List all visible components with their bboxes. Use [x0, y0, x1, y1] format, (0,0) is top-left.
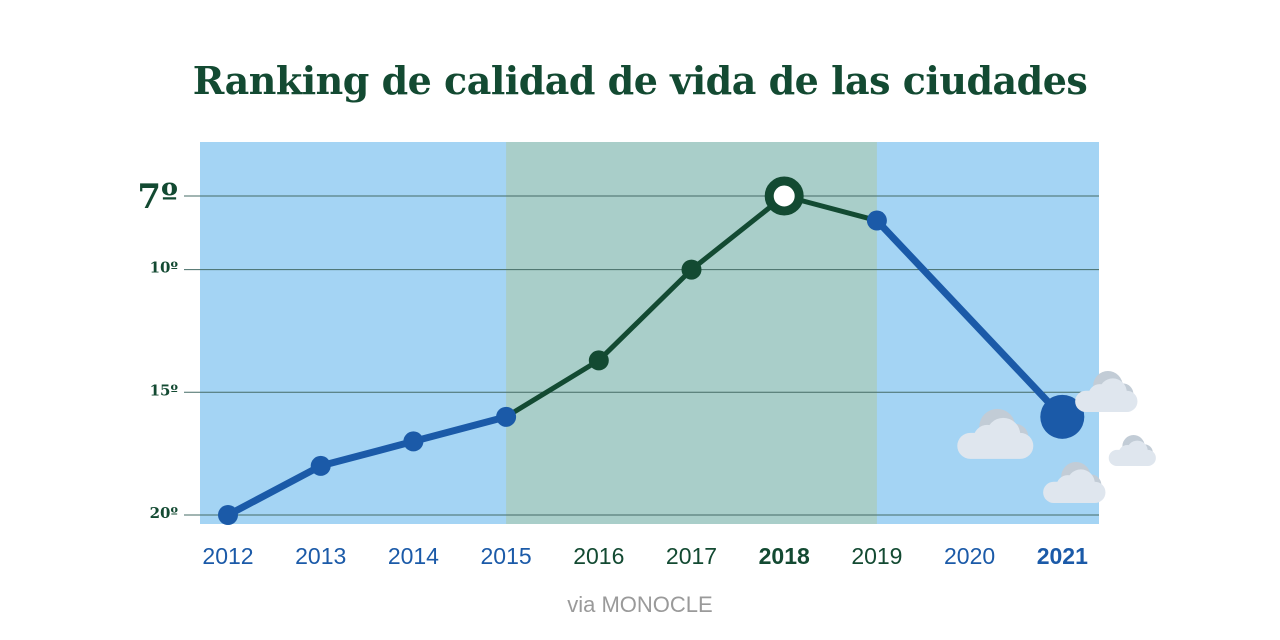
y-tick-label: 10º [150, 259, 179, 277]
data-point-large [1040, 394, 1085, 439]
series-line-segment [224, 462, 325, 519]
cloud-icon [1075, 371, 1138, 413]
data-points [218, 176, 1085, 525]
gridlines [184, 195, 1099, 516]
data-point [866, 210, 887, 231]
x-tick-label: 2013 [295, 543, 346, 569]
y-axis-labels: 7º 10º 15º 20º [137, 177, 178, 522]
series-line-segment [689, 193, 787, 273]
chart-title: Ranking de calidad de vida de las ciudad… [192, 58, 1088, 103]
x-tick-label: 2016 [573, 543, 624, 569]
cloud-icon [1043, 462, 1106, 504]
data-point [588, 350, 609, 371]
x-tick-label: 2020 [944, 543, 995, 569]
cloud-icon [1108, 435, 1156, 467]
x-tick-label: 2014 [388, 543, 439, 569]
series-line-segment [317, 437, 417, 470]
y-tick-label: 20º [150, 504, 179, 522]
data-point [496, 406, 517, 427]
x-tick-label: 2012 [202, 543, 253, 569]
data-point [681, 259, 702, 280]
x-tick-label: 2019 [851, 543, 902, 569]
series-line-segment [409, 413, 510, 445]
series-line-segment [596, 267, 694, 363]
y-tick-label: 15º [150, 381, 179, 399]
series-lines [224, 193, 1066, 519]
series-line-segment [873, 217, 1066, 421]
cloud-icon [957, 408, 1034, 459]
data-point [403, 431, 424, 452]
x-tick-label: 2021 [1037, 543, 1088, 569]
data-point [310, 455, 331, 476]
source-credit: via MONOCLE [567, 592, 713, 617]
x-tick-label: 2018 [759, 543, 810, 569]
data-point-ring [764, 176, 804, 216]
data-point [218, 505, 238, 525]
series-line-segment [503, 357, 602, 420]
cloud-icons [957, 371, 1156, 504]
x-tick-label: 2015 [481, 543, 532, 569]
highlight-band [506, 142, 877, 524]
x-tick-label: 2017 [666, 543, 717, 569]
y-tick-label: 7º [137, 177, 178, 217]
x-axis-labels: 2012 2013 2014 2015 2016 2017 2018 2019 2020 2021 [202, 543, 1088, 569]
